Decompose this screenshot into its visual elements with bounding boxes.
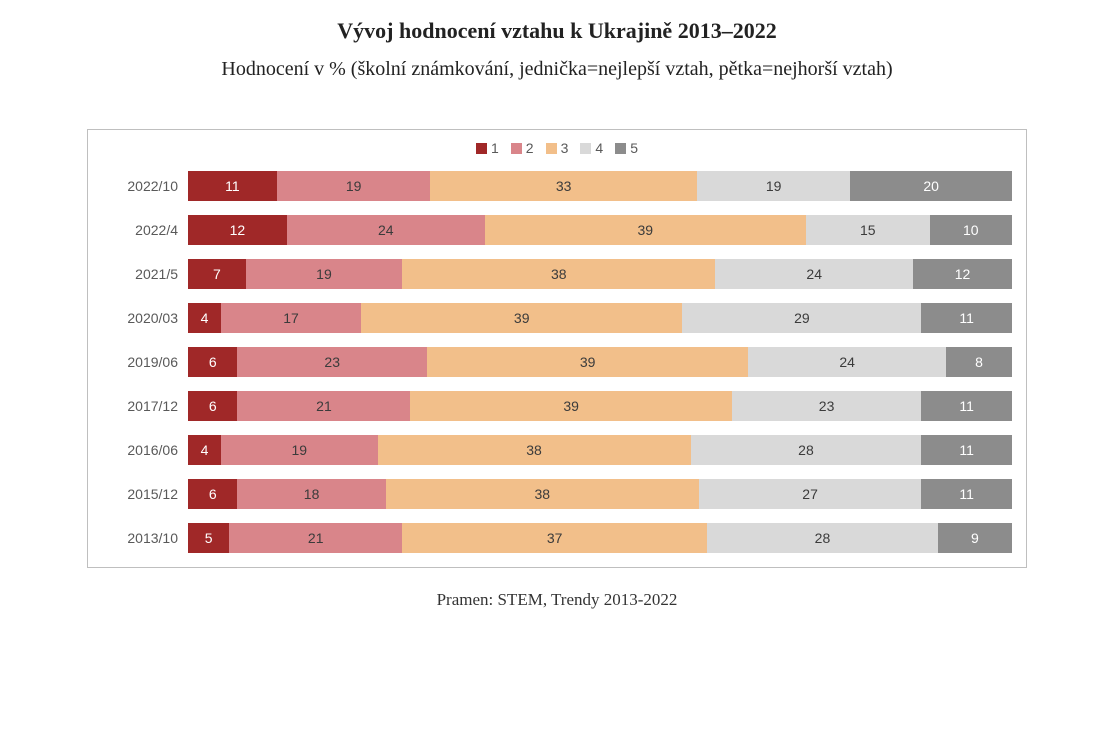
category-label: 2013/10 (102, 530, 188, 546)
category-label: 2019/06 (102, 354, 188, 370)
bar-segment-series-2: 19 (246, 259, 403, 289)
bar-segment-series-5: 11 (921, 303, 1012, 333)
chart-row: 2013/1052137289 (102, 523, 1012, 553)
bar-segment-series-2: 19 (221, 435, 378, 465)
chart-row: 2015/12618382711 (102, 479, 1012, 509)
bar-segment-series-1: 4 (188, 435, 221, 465)
legend-swatch (615, 143, 626, 154)
category-label: 2015/12 (102, 486, 188, 502)
bar-segment-series-3: 37 (402, 523, 707, 553)
bar-segment-series-5: 11 (921, 391, 1012, 421)
bar-segment-series-4: 28 (707, 523, 938, 553)
bar-segment-series-5: 20 (850, 171, 1012, 201)
bar-segment-series-1: 7 (188, 259, 246, 289)
bar-segment-series-3: 38 (402, 259, 715, 289)
chart-row: 2016/06419382811 (102, 435, 1012, 465)
stacked-bar: 618382711 (188, 479, 1012, 509)
legend-item-2: 2 (511, 140, 534, 156)
bar-segment-series-1: 11 (188, 171, 277, 201)
chart-subtitle: Hodnocení v % (školní známkování, jednič… (0, 58, 1114, 81)
legend-label: 2 (526, 140, 534, 156)
bar-segment-series-3: 39 (427, 347, 748, 377)
chart-row: 2022/101119331920 (102, 171, 1012, 201)
legend-swatch (476, 143, 487, 154)
bar-segment-series-2: 18 (237, 479, 385, 509)
bar-segment-series-2: 21 (237, 391, 410, 421)
bar-segment-series-2: 17 (221, 303, 361, 333)
bar-segment-series-5: 12 (913, 259, 1012, 289)
legend-label: 1 (491, 140, 499, 156)
bar-segment-series-1: 6 (188, 479, 237, 509)
stacked-bar: 1119331920 (188, 171, 1012, 201)
legend-item-3: 3 (546, 140, 569, 156)
bar-segment-series-4: 27 (699, 479, 921, 509)
bar-segment-series-5: 11 (921, 479, 1012, 509)
stacked-bar: 719382412 (188, 259, 1012, 289)
stacked-bar: 417392911 (188, 303, 1012, 333)
bar-segment-series-1: 4 (188, 303, 221, 333)
legend-item-5: 5 (615, 140, 638, 156)
bar-segment-series-2: 23 (237, 347, 427, 377)
bar-segment-series-3: 33 (430, 171, 697, 201)
chart-row: 2019/0662339248 (102, 347, 1012, 377)
bar-segment-series-4: 19 (697, 171, 850, 201)
chart-row: 2021/5719382412 (102, 259, 1012, 289)
bar-segment-series-3: 39 (485, 215, 806, 245)
bar-segment-series-3: 39 (361, 303, 682, 333)
category-label: 2022/4 (102, 222, 188, 238)
bar-segment-series-5: 8 (946, 347, 1012, 377)
stacked-bar: 52137289 (188, 523, 1012, 553)
category-label: 2021/5 (102, 266, 188, 282)
legend-item-4: 4 (580, 140, 603, 156)
bar-segment-series-1: 12 (188, 215, 287, 245)
bar-segment-series-4: 24 (715, 259, 913, 289)
bar-segment-series-5: 10 (930, 215, 1012, 245)
bar-segment-series-5: 11 (921, 435, 1012, 465)
chart-title: Vývoj hodnocení vztahu k Ukrajině 2013–2… (0, 18, 1114, 44)
legend-swatch (580, 143, 591, 154)
category-label: 2016/06 (102, 442, 188, 458)
legend: 1 2 3 4 5 (102, 140, 1012, 157)
bar-segment-series-3: 39 (410, 391, 731, 421)
chart-rows: 2022/1011193319202022/412243915102021/57… (102, 171, 1012, 553)
page: Vývoj hodnocení vztahu k Ukrajině 2013–2… (0, 0, 1114, 731)
legend-label: 5 (630, 140, 638, 156)
legend-label: 3 (561, 140, 569, 156)
category-label: 2022/10 (102, 178, 188, 194)
chart-source: Pramen: STEM, Trendy 2013-2022 (0, 590, 1114, 610)
stacked-bar: 1224391510 (188, 215, 1012, 245)
bar-segment-series-4: 29 (682, 303, 921, 333)
chart-row: 2022/41224391510 (102, 215, 1012, 245)
legend-label: 4 (595, 140, 603, 156)
chart-row: 2017/12621392311 (102, 391, 1012, 421)
legend-item-1: 1 (476, 140, 499, 156)
bar-segment-series-2: 19 (277, 171, 430, 201)
bar-segment-series-1: 6 (188, 391, 237, 421)
bar-segment-series-3: 38 (378, 435, 691, 465)
bar-segment-series-2: 21 (229, 523, 402, 553)
legend-swatch (546, 143, 557, 154)
category-label: 2017/12 (102, 398, 188, 414)
chart-row: 2020/03417392911 (102, 303, 1012, 333)
bar-segment-series-4: 28 (691, 435, 922, 465)
bar-segment-series-4: 15 (806, 215, 930, 245)
bar-segment-series-3: 38 (386, 479, 699, 509)
stacked-bar: 62339248 (188, 347, 1012, 377)
stacked-bar: 419382811 (188, 435, 1012, 465)
bar-segment-series-5: 9 (938, 523, 1012, 553)
bar-segment-series-2: 24 (287, 215, 485, 245)
stacked-bar: 621392311 (188, 391, 1012, 421)
bar-segment-series-1: 6 (188, 347, 237, 377)
bar-segment-series-4: 23 (732, 391, 922, 421)
bar-segment-series-4: 24 (748, 347, 946, 377)
bar-segment-series-1: 5 (188, 523, 229, 553)
chart-container: 12345 2022/1011193319202022/412243915102… (87, 129, 1027, 568)
category-label: 2020/03 (102, 310, 188, 326)
legend-swatch (511, 143, 522, 154)
